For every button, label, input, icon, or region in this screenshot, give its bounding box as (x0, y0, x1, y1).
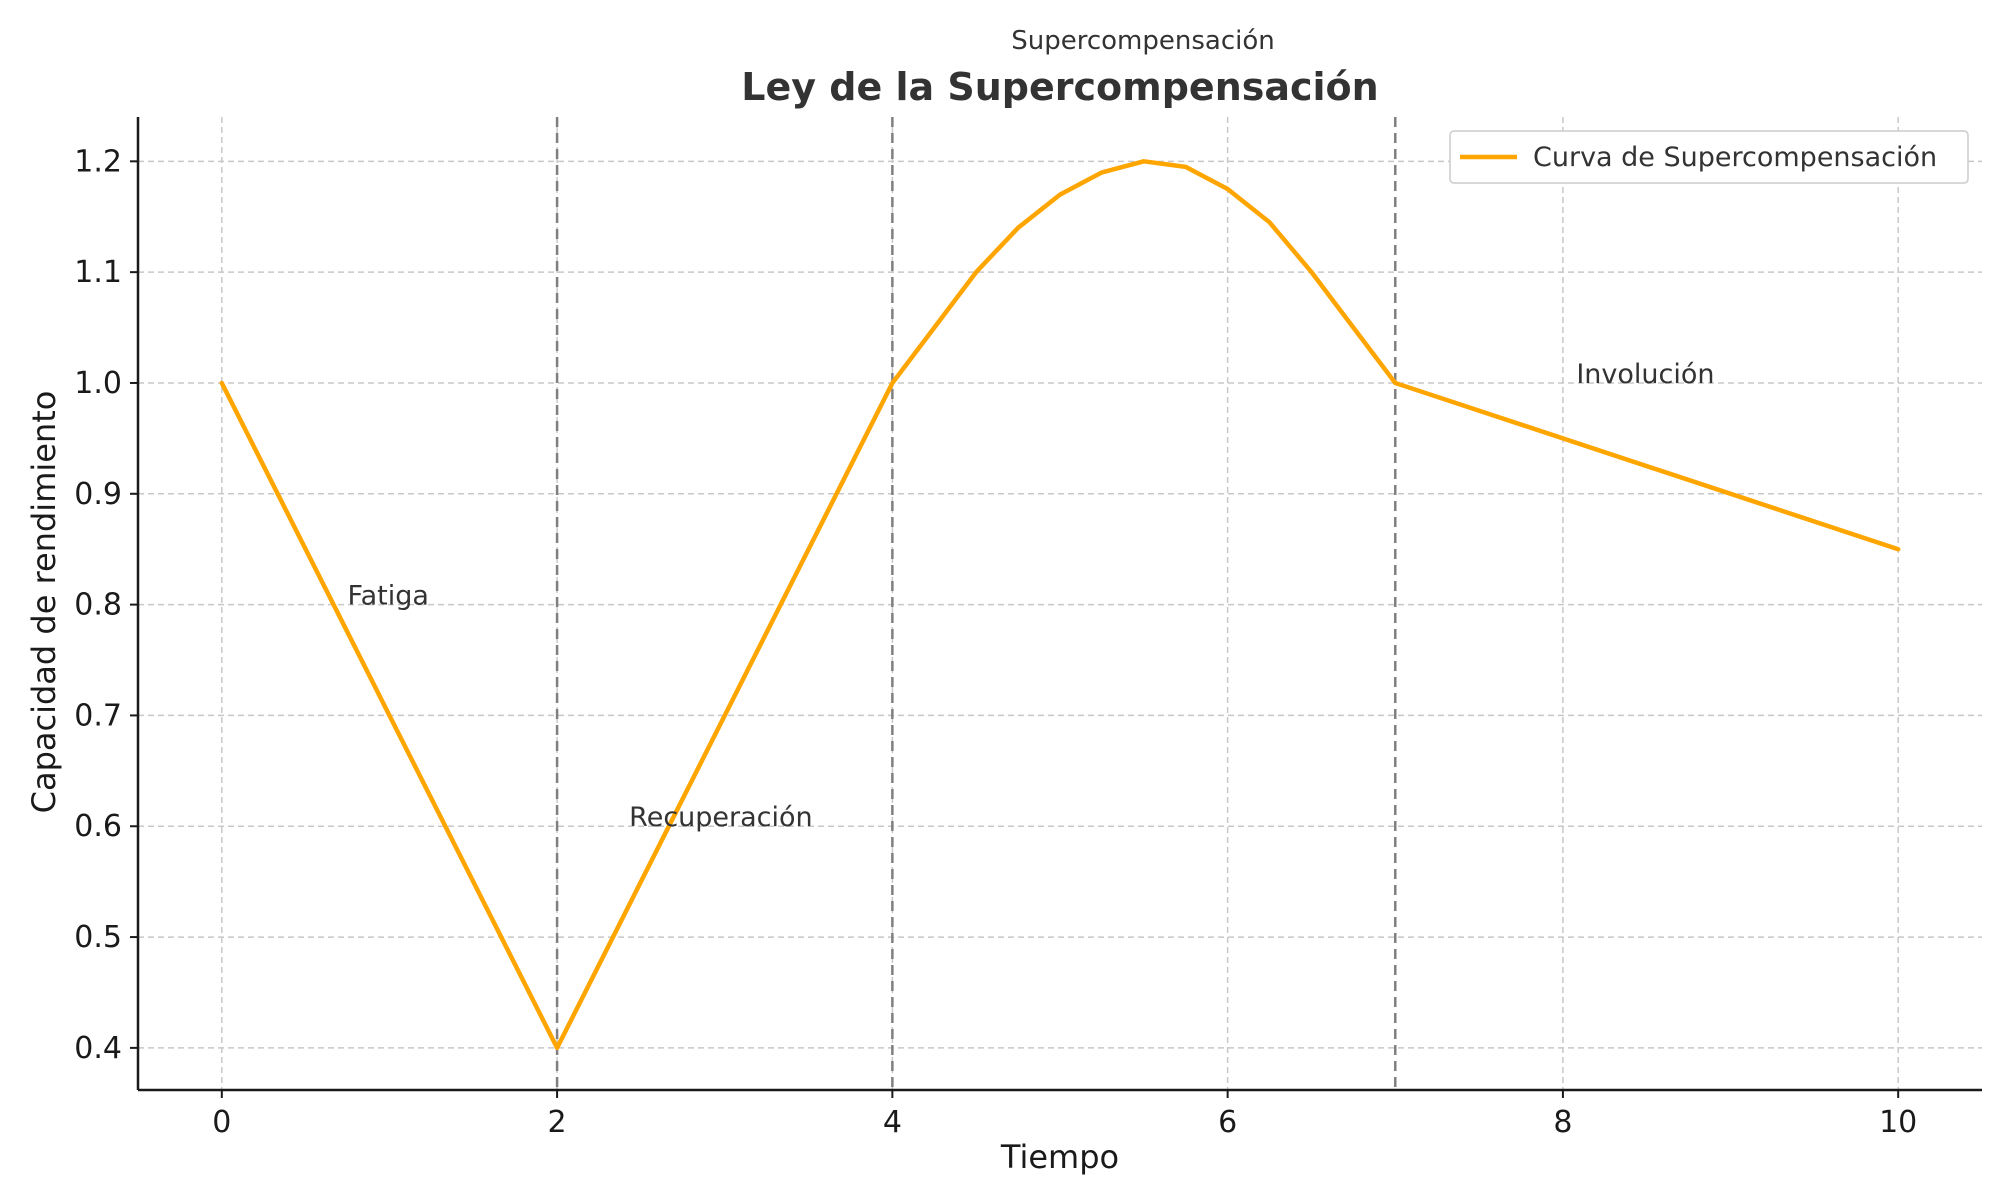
y-tick-label: 1.2 (74, 144, 122, 179)
annotation-label: Recuperación (629, 802, 813, 833)
chart-title: Ley de la Supercompensación (741, 65, 1378, 109)
x-tick-label: 4 (883, 1105, 902, 1140)
x-tick-label: 0 (212, 1105, 231, 1140)
y-tick-label: 1.1 (74, 255, 122, 290)
axes-layer: 0 2 4 6 8 10 0.4 0.5 0.6 0.7 0.8 0.9 1.0 1.1 1.2 (74, 117, 1982, 1140)
x-tick-label: 2 (548, 1105, 567, 1140)
annotation-label: Involución (1576, 359, 1714, 390)
y-tick-label: 0.9 (74, 477, 122, 512)
annotation-layer: Fatiga Recuperación Involución (348, 359, 1715, 833)
y-tick-label: 0.6 (74, 809, 122, 844)
y-tick-label: 0.8 (74, 588, 122, 623)
annotation-label: Fatiga (348, 581, 429, 612)
y-tick-label: 1.0 (74, 366, 122, 401)
phase-divider-lines (555, 117, 1397, 1090)
grid-layer (138, 117, 1982, 1090)
y-axis-title: Capacidad de rendimiento (25, 391, 63, 814)
x-tick-label: 8 (1553, 1105, 1572, 1140)
legend-box (1449, 130, 1969, 184)
x-tick-label: 6 (1218, 1105, 1237, 1140)
y-tick-label: 0.5 (74, 920, 122, 955)
series-line (219, 159, 1901, 1051)
y-tick-label: 0.4 (74, 1031, 122, 1066)
legend: Curva de Supercompensación (1449, 130, 1969, 184)
x-axis-title: Tiempo (1000, 1138, 1119, 1176)
legend-label: Curva de Supercompensación (1533, 142, 1937, 173)
series-layer (219, 159, 1901, 1051)
chart-suptitle: Supercompensación (1011, 26, 1275, 56)
y-tick-label: 0.7 (74, 698, 122, 733)
x-tick-label: 10 (1879, 1105, 1917, 1140)
